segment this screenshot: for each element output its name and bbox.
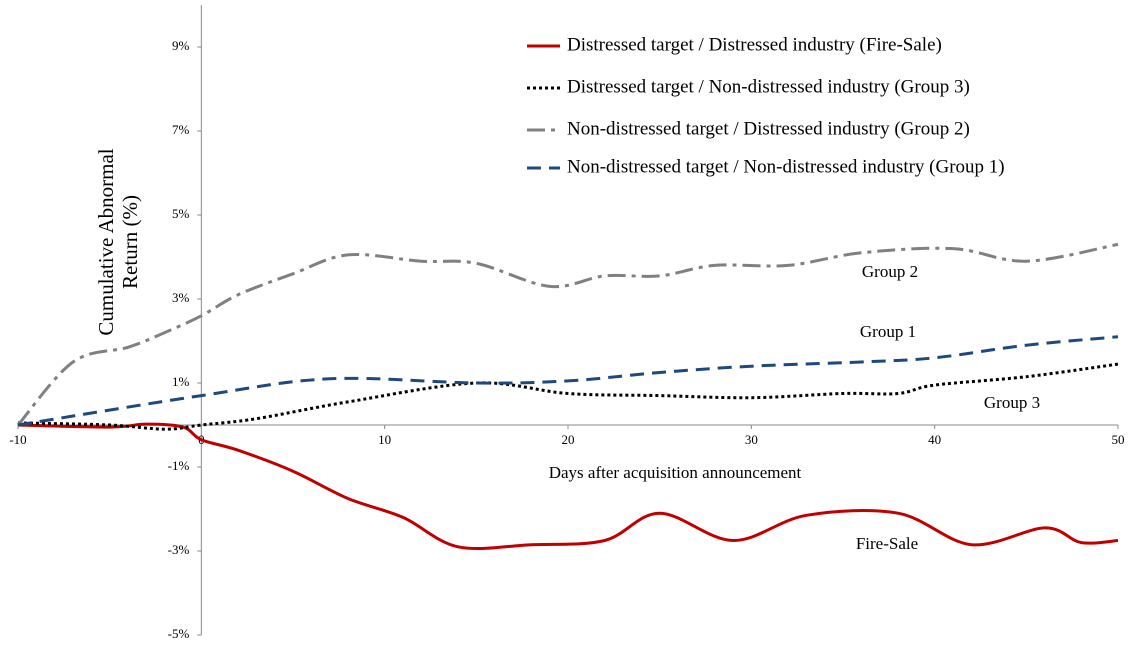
y-tick-label: 5% (172, 206, 190, 221)
annotation: Group 1 (860, 322, 916, 341)
annotation: Fire-Sale (856, 534, 918, 553)
series-line (17, 335, 1119, 427)
y-axis-label: Cumulative Abnormal Return (%) (94, 148, 142, 336)
x-tick-label: 40 (928, 432, 941, 447)
annotation: Group 3 (984, 393, 1040, 412)
y-tick-label: -1% (168, 458, 190, 473)
y-tick-label: 1% (172, 374, 190, 389)
y-tick-label: 7% (172, 122, 190, 137)
legend-label: Distressed target / Distressed industry … (567, 34, 942, 55)
y-tick-label: 3% (172, 290, 190, 305)
y-tick-label: -3% (168, 542, 190, 557)
series-line (16, 242, 1119, 426)
x-axis-label: Days after acquisition announcement (549, 463, 802, 482)
y-tick-label: 9% (172, 38, 190, 53)
legend-label: Non-distressed target / Non-distressed i… (567, 156, 1005, 177)
x-tick-label: 30 (745, 432, 758, 447)
x-tick-label: 20 (562, 432, 575, 447)
x-tick-label: 10 (378, 432, 391, 447)
series-line (17, 362, 1119, 431)
annotation: Group 2 (862, 262, 918, 281)
legend-label: Non-distressed target / Distressed indus… (567, 118, 970, 139)
x-tick-label: -10 (9, 432, 26, 447)
y-tick-label: -5% (168, 626, 190, 641)
legend-label: Distressed target / Non-distressed indus… (567, 76, 970, 97)
x-tick-label: 50 (1112, 432, 1125, 447)
